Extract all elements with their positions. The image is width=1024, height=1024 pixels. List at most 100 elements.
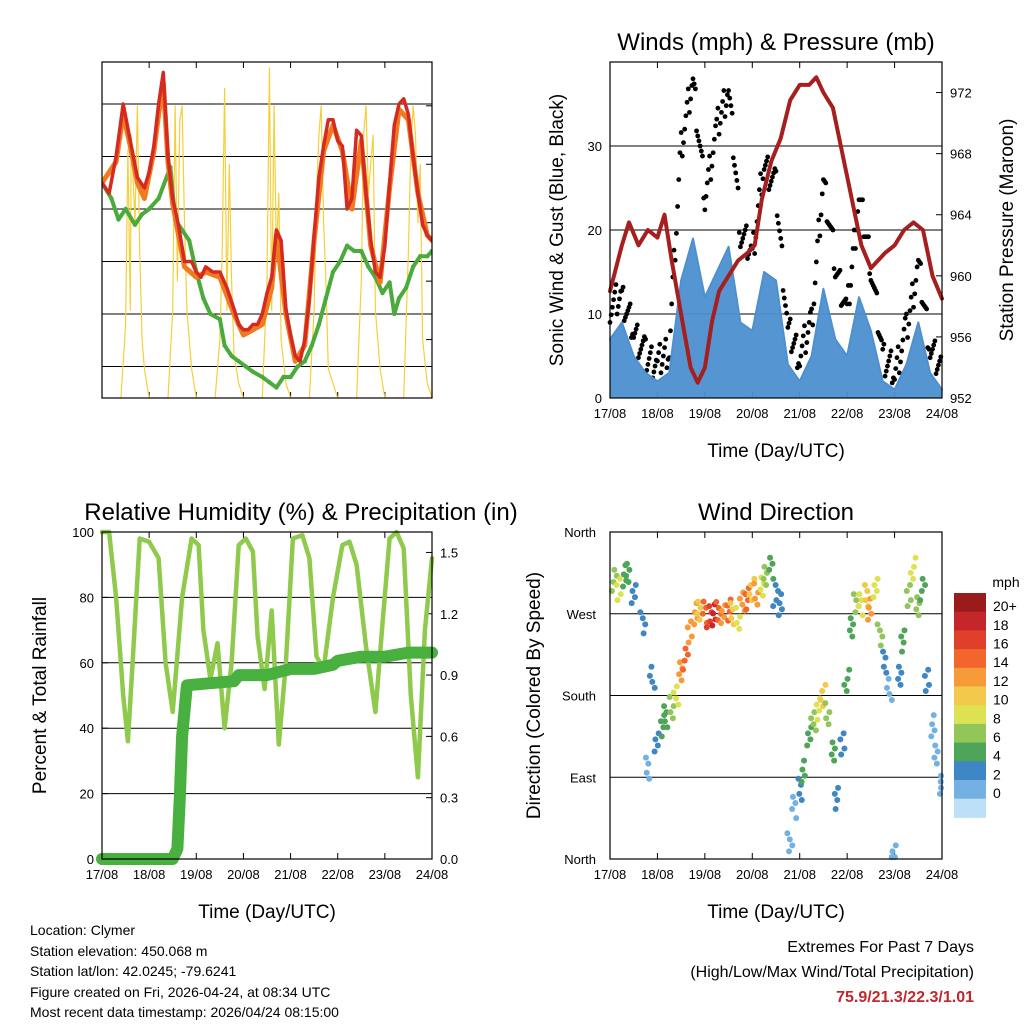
gust-point — [706, 167, 711, 172]
direction-point — [868, 610, 875, 617]
gust-point — [700, 153, 705, 159]
direction-point — [880, 663, 887, 670]
y-tick-label-right: 600 — [440, 216, 462, 231]
y-axis-label: Direction (Colored By Speed) — [524, 572, 545, 819]
direction-point — [626, 566, 633, 573]
dewpoint-point — [250, 369, 256, 374]
gust-point — [660, 353, 666, 359]
gust-point — [704, 180, 710, 186]
gust-point — [669, 301, 675, 307]
gust-point — [758, 171, 763, 177]
x-axis-label: Time (Day/UTC) — [707, 902, 845, 923]
x-axis-label: Time (Day/UTC) — [707, 441, 845, 462]
direction-point — [895, 663, 902, 670]
y-tick-label-right: 1.2 — [440, 607, 458, 622]
x-tick-label: 17/08 — [86, 867, 119, 882]
direction-point — [640, 630, 647, 637]
chart-title: Relative Humidity (%) & Precipitation (i… — [84, 499, 517, 526]
direction-point — [691, 621, 698, 628]
direction-point — [938, 784, 945, 791]
direction-point — [778, 591, 785, 598]
dewpoint-point — [201, 296, 206, 301]
gust-point — [812, 280, 818, 286]
gust-point — [690, 76, 696, 82]
gust-point — [879, 337, 884, 343]
gust-point — [638, 346, 644, 352]
extremes-title: Extremes For Past 7 Days — [787, 939, 974, 956]
y-tick-label: 40 — [80, 721, 94, 736]
gust-point — [907, 308, 913, 314]
gust-point — [866, 234, 871, 240]
direction-point — [917, 597, 924, 604]
gust-point — [662, 345, 667, 350]
gust-point — [847, 301, 852, 307]
gust-point — [738, 244, 743, 250]
direction-point — [885, 675, 892, 682]
y-tick-label: 70 — [80, 97, 94, 112]
gust-point — [611, 297, 616, 303]
x-tick-label: 22/08 — [321, 406, 354, 421]
chart-title: Temperature (F) — [181, 29, 353, 56]
direction-point — [728, 615, 735, 622]
direction-point — [825, 721, 832, 728]
gust-point — [784, 310, 790, 316]
direction-point — [736, 595, 743, 602]
gust-point — [681, 140, 686, 146]
gust-point — [687, 110, 692, 115]
colorbar-swatch — [954, 761, 986, 781]
direction-point — [628, 600, 635, 607]
direction-point — [625, 578, 632, 585]
y-tick-label-right: 1000 — [440, 99, 469, 114]
direction-point — [763, 581, 770, 588]
gust-point — [927, 355, 933, 361]
direction-point — [898, 633, 905, 640]
direction-point — [676, 659, 683, 666]
gust-point — [675, 204, 680, 209]
colorbar-tick-label: 6 — [993, 729, 1001, 745]
direction-point — [757, 586, 764, 593]
y-tick-label-right: 0.6 — [440, 729, 458, 744]
direction-point — [673, 683, 680, 690]
direction-point — [798, 778, 805, 785]
direction-point — [793, 815, 800, 822]
direction-point — [853, 597, 860, 604]
direction-point — [645, 760, 652, 767]
direction-point — [819, 687, 826, 694]
gust-point — [777, 228, 782, 234]
gust-point — [726, 88, 731, 93]
gust-point — [736, 230, 742, 235]
direction-point — [922, 581, 929, 588]
gust-point — [902, 315, 908, 321]
gust-point — [766, 187, 772, 193]
y-tick-label-right: 964 — [950, 208, 972, 223]
direction-point — [937, 778, 944, 785]
direction-point — [786, 836, 793, 843]
gust-point — [918, 261, 924, 266]
direction-point — [822, 681, 829, 688]
dewpoint-point — [396, 296, 402, 301]
gust-point — [914, 264, 920, 270]
direction-point — [710, 610, 717, 617]
extremes-values: 75.9/21.3/22.3/1.01 — [836, 989, 974, 1006]
direction-point — [760, 575, 767, 582]
gust-point — [634, 322, 640, 328]
direction-point — [769, 560, 776, 567]
dewpoint-point — [217, 317, 223, 322]
direction-point — [859, 612, 866, 619]
gust-point — [652, 363, 658, 369]
dewpoint-point — [425, 254, 430, 259]
y-tick-label: 20 — [80, 360, 94, 375]
direction-point — [733, 604, 740, 611]
series-sonic-wind — [610, 238, 942, 398]
direction-point — [718, 608, 725, 615]
x-tick-label: 18/08 — [133, 867, 166, 882]
direction-point — [831, 745, 838, 752]
dewpoint-point — [392, 311, 397, 317]
y-tick-label: 60 — [80, 150, 94, 165]
gust-point — [722, 114, 728, 119]
gust-point — [770, 174, 775, 180]
gust-point — [679, 153, 685, 159]
direction-point — [617, 591, 624, 598]
series-2m-temp — [102, 70, 432, 364]
